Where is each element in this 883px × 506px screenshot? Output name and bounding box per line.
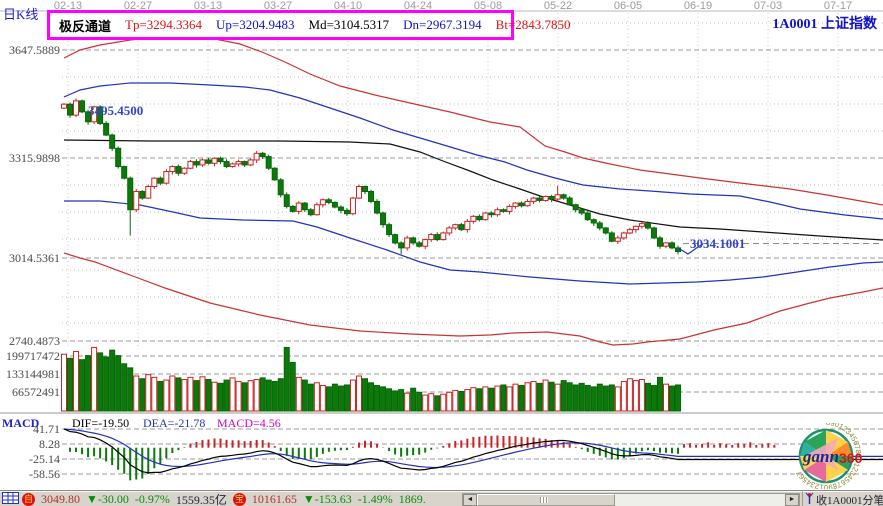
axis-label: -25.14: [29, 452, 60, 466]
scrollbar-thumb[interactable]: [477, 494, 615, 506]
date-tick-label: 04-10: [333, 0, 363, 12]
axis-label: 3014.5361: [9, 251, 60, 265]
channel-param: Up=3204.9483: [216, 17, 295, 32]
date-tick-label: 04-24: [403, 0, 433, 12]
sh-index-value: 3049.80: [41, 492, 80, 506]
macd-indicator-label[interactable]: MACD: [2, 416, 40, 430]
antenna-icon: [805, 492, 814, 506]
scroll-right-arrow-icon[interactable]: ►: [785, 494, 799, 506]
period-label[interactable]: 日K线: [3, 7, 39, 22]
sz-index-amount: 1869.: [398, 492, 426, 506]
sh-index-pct: -0.97%: [134, 492, 170, 506]
date-tick-label: 05-22: [543, 0, 573, 12]
sh-index-amount: 1559.35亿: [175, 493, 227, 506]
channel-param: Bt=2843.7850: [495, 17, 571, 32]
macd-hist-value: MACD=4.56: [217, 416, 281, 430]
last-close-annotation: 3034.1001: [690, 236, 746, 251]
sz-index-badge-icon[interactable]: 宝: [232, 493, 246, 506]
statusbar-separator: [0, 490, 883, 491]
date-tick-label: 06-05: [613, 0, 643, 12]
axis-label: 199717472: [6, 349, 60, 363]
channel-param: Tp=3294.3364: [125, 17, 203, 32]
axis-label: 8.28: [39, 437, 60, 451]
axis-label: 66572491: [12, 385, 60, 399]
date-tick-label: 05-08: [473, 0, 503, 12]
date-tick-label: 03-27: [263, 0, 293, 12]
feed-status-panel: 收1A0001分笔: [802, 491, 883, 506]
date-tick-label: 07-17: [823, 0, 853, 12]
channel-title: 极反通道: [59, 18, 112, 34]
channel-param: Md=3104.5317: [308, 17, 390, 32]
gann360-logo: 890123456789012345678901234567 gann 360: [794, 423, 863, 489]
feed-status-text: 收1A0001分笔: [816, 494, 883, 506]
macd-dif-value: DIF=-19.50: [72, 416, 130, 430]
axis-label: 133144981: [6, 367, 60, 381]
scroll-left-arrow-icon[interactable]: ◄: [463, 494, 477, 506]
axis-label: 2740.4873: [9, 334, 60, 348]
horizontal-scrollbar[interactable]: ◄ ►: [462, 493, 800, 506]
logo-arrow-icon: [808, 438, 838, 470]
axis-label: 3647.5889: [9, 43, 60, 57]
macd-header: MACD DIF=-19.50 DEA=-21.78 MACD=4.56: [2, 416, 281, 431]
date-tick-label: 07-03: [753, 0, 783, 12]
axis-label: 41.71: [33, 422, 60, 436]
sh-index-badge-icon[interactable]: 自: [22, 493, 35, 506]
logo-gann-text: gann: [802, 447, 839, 466]
symbol-title: 1A0001 上证指数: [772, 17, 877, 32]
channel-params: Tp=3294.3364 Up=3204.9483 Md=3104.5317 Dn=2…: [125, 17, 571, 33]
axis-label: 3315.9898: [9, 151, 60, 165]
grid-icon[interactable]: [2, 492, 19, 506]
date-tick-label: 06-19: [683, 0, 713, 12]
axis-label: -58.56: [29, 467, 60, 481]
date-tick-label: 02-13: [53, 0, 83, 12]
date-tick-label: 02-27: [123, 0, 153, 12]
macd-dea-value: DEA=-21.78: [143, 416, 206, 430]
sz-index-pct: -1.49%: [357, 492, 393, 506]
channel-indicator-box: 极反通道 Tp=3294.3364 Up=3204.9483 Md=3104.531…: [47, 10, 571, 40]
sz-index-change: ▼-153.63: [302, 492, 352, 506]
channel-param: Dn=2967.3194: [403, 17, 482, 32]
sz-index-value: 10161.65: [251, 492, 297, 506]
first-high-annotation: 3495.4500: [88, 103, 144, 118]
logo-360-text: 360: [839, 450, 863, 466]
date-tick-label: 03-13: [193, 0, 223, 12]
sh-index-change: ▼-30.00: [86, 492, 129, 506]
